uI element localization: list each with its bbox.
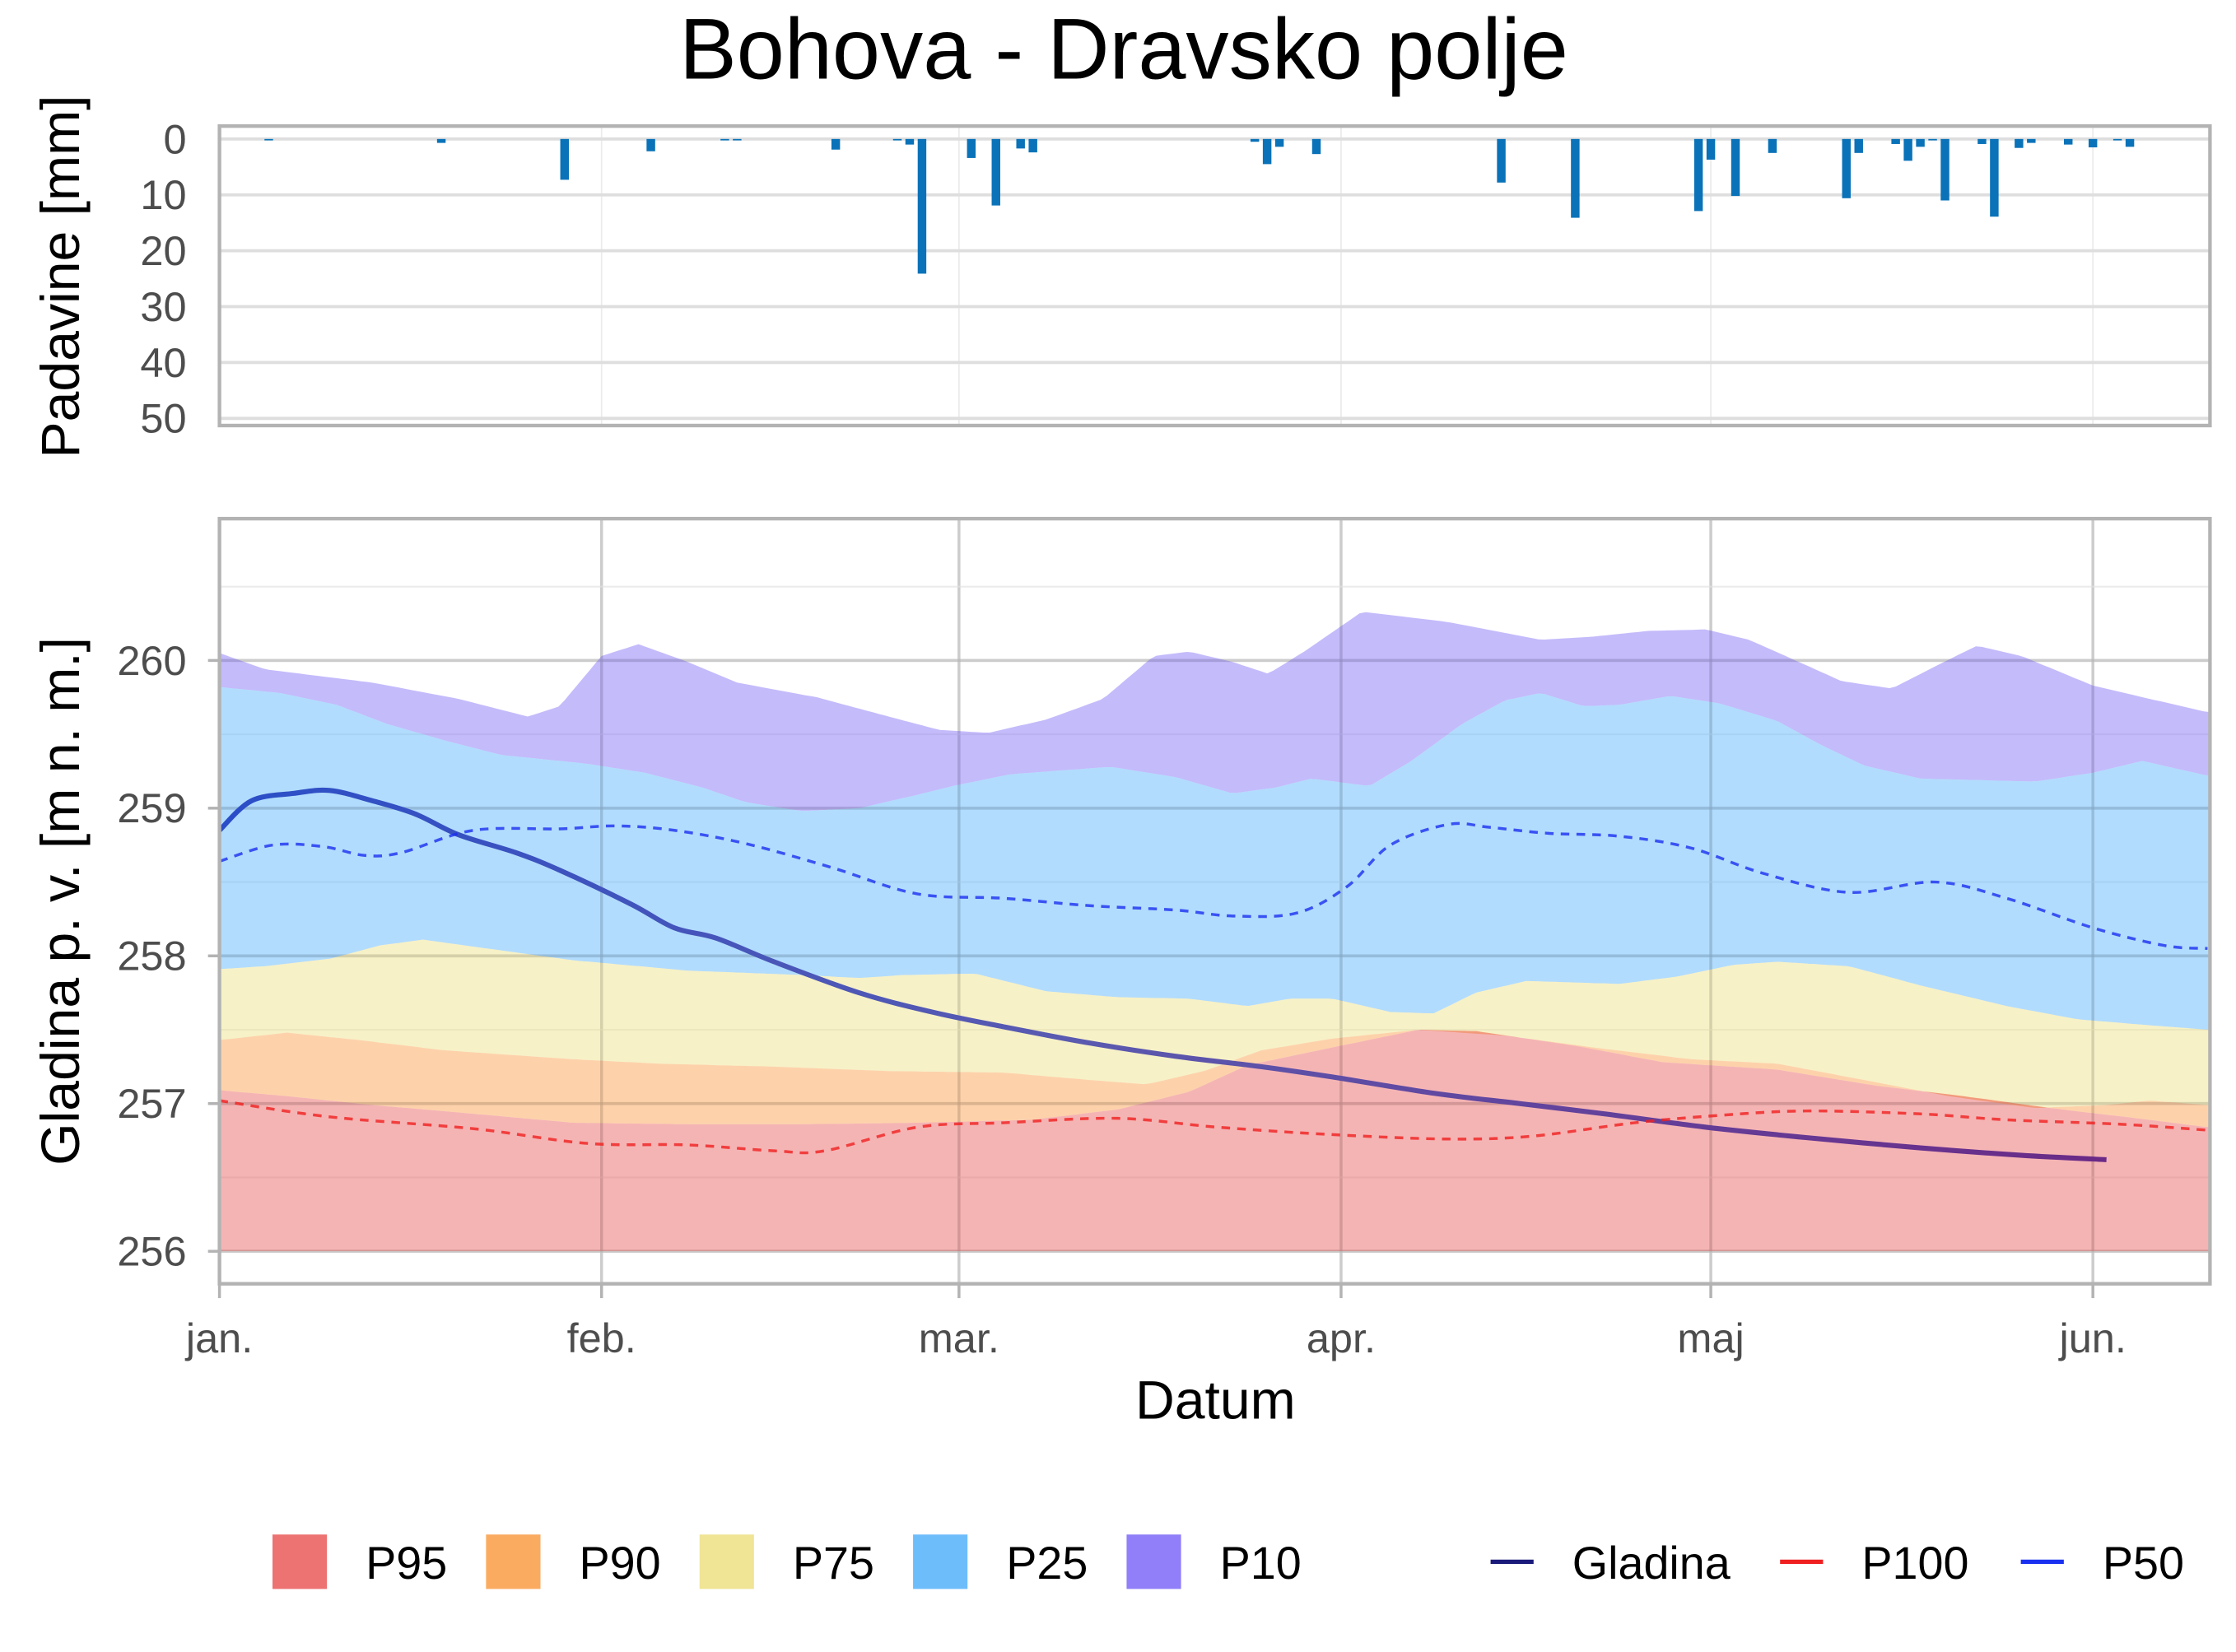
legend: P95 P90 P75 P25 P10 Gladina P100 P50 [273, 1534, 2184, 1589]
legend-item-p100: P100 [1780, 1538, 1968, 1589]
level-y-tick-label: 260 [117, 637, 186, 684]
legend-item-p10: P10 [1126, 1534, 1302, 1589]
precip-bar [1990, 138, 1999, 217]
legend-swatch [1126, 1534, 1181, 1589]
precip-bar [2027, 138, 2036, 143]
band-p10 [219, 612, 2210, 812]
x-tick-label: maj [1677, 1315, 1744, 1361]
series-lines [219, 787, 2208, 1162]
precip-bar [2113, 138, 2122, 141]
line-gladina [219, 787, 2107, 1162]
x-axis-title: Datum [1135, 1370, 1296, 1431]
precip-bar [967, 138, 976, 158]
legend-swatch [699, 1534, 754, 1589]
precip-bar [2064, 138, 2073, 145]
precip-bar [917, 138, 927, 274]
precip-y-tick-label: 50 [140, 395, 186, 442]
precip-bar [720, 138, 729, 141]
precip-bar [1311, 138, 1321, 155]
precip-bar [1940, 138, 1950, 201]
legend-label: P90 [580, 1538, 661, 1589]
precip-bar [2015, 138, 2024, 148]
level-y-tick-label: 258 [117, 933, 186, 980]
legend-label: Gladina [1572, 1538, 1731, 1589]
percentile-bands [219, 612, 2210, 1252]
precip-bar [1891, 138, 1900, 144]
level-panel: jan. feb. mar. apr. maj jun. 256 257 258 259 260 [117, 516, 2212, 1361]
line-p100 [219, 1099, 2208, 1155]
precip-y-tick-label: 10 [140, 171, 186, 218]
legend-item-p95: P95 [273, 1534, 447, 1589]
legend-item-p25: P25 [913, 1534, 1088, 1589]
legend-item-p50: P50 [2020, 1538, 2184, 1589]
precipitation-panel: 0 10 20 30 40 50 [140, 115, 2212, 442]
precip-bar [1842, 138, 1851, 198]
precip-bar [646, 138, 655, 151]
x-tick-label: mar. [919, 1315, 999, 1361]
level-y-tick-label: 256 [117, 1228, 186, 1275]
precip-bar [1497, 138, 1506, 183]
x-tick-label: apr. [1307, 1315, 1376, 1361]
precip-bar [2088, 138, 2098, 148]
precip-bar [1250, 138, 1260, 142]
legend-item-gladina: Gladina [1490, 1538, 1731, 1589]
precip-bar [1928, 138, 1937, 141]
precip-bar [733, 138, 742, 141]
precip-y-axis-title: Padavine [mm] [30, 95, 91, 458]
precip-y-tick-label: 20 [140, 227, 186, 274]
level-y-tick-label: 257 [117, 1080, 186, 1127]
precip-bar [1731, 138, 1740, 197]
precip-bar [1768, 138, 1777, 153]
line-p50 [219, 821, 2208, 951]
legend-label: P100 [1861, 1538, 1968, 1589]
precip-bar [991, 138, 1000, 206]
precip-bar [1028, 138, 1037, 153]
precip-y-tick-label: 30 [140, 283, 186, 330]
precip-bar [436, 138, 446, 143]
x-tick-label: feb. [567, 1315, 636, 1361]
level-panel-border [217, 516, 2212, 1286]
legend-label: P50 [2103, 1538, 2184, 1589]
legend-item-p75: P75 [699, 1534, 874, 1589]
legend-item-p90: P90 [486, 1534, 661, 1589]
precip-panel-border [217, 124, 2212, 428]
x-tick-label: jan. [184, 1315, 253, 1361]
precip-bar [1262, 138, 1272, 165]
precip-y-tick-label: 0 [163, 115, 186, 162]
precip-bar [560, 138, 570, 180]
band-p25 [219, 686, 2210, 1031]
legend-swatch [273, 1534, 328, 1589]
precip-y-tick-label: 40 [140, 339, 186, 386]
band-p95 [219, 1030, 2210, 1252]
chart-title: Bohova - Dravsko polje [679, 2, 1568, 98]
level-y-tick-label: 259 [117, 784, 186, 831]
band-p75 [219, 939, 2210, 1109]
precip-bar [1903, 138, 1912, 161]
precip-bar [1916, 138, 1925, 147]
band-p90 [219, 1030, 2210, 1128]
legend-label: P75 [793, 1538, 874, 1589]
precip-bar [905, 138, 915, 145]
precip-bar [2125, 138, 2135, 147]
legend-swatch [486, 1534, 541, 1589]
level-y-axis-title: Gladina p. v. [m n. m.] [30, 637, 91, 1166]
precip-bar [1016, 138, 1025, 149]
legend-label: P25 [1006, 1538, 1088, 1589]
precip-bar [264, 138, 273, 141]
precip-bar [1571, 138, 1580, 218]
x-tick-label: jun. [2057, 1315, 2126, 1361]
precip-bar [831, 138, 841, 150]
precip-bar [1693, 138, 1703, 212]
precip-panel-background [219, 126, 2210, 426]
legend-label: P95 [366, 1538, 447, 1589]
precip-bar [1706, 138, 1716, 160]
precip-bar [1854, 138, 1863, 153]
precip-bar [892, 138, 902, 141]
legend-swatch [913, 1534, 968, 1589]
legend-label: P10 [1220, 1538, 1302, 1589]
precip-bar [1274, 138, 1284, 147]
precip-bar [1977, 138, 1987, 144]
